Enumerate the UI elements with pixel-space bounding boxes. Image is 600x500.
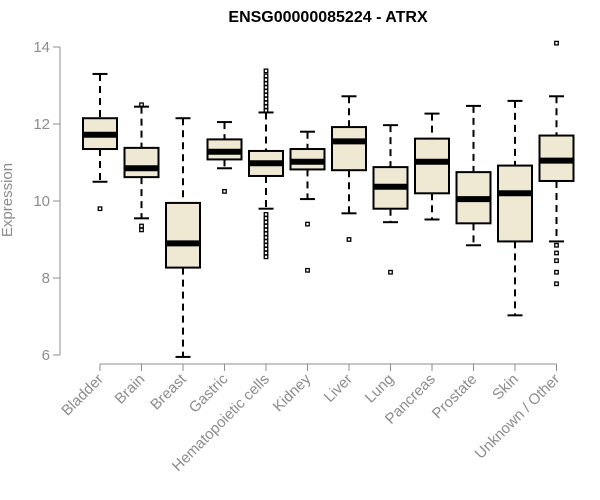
outlier-point — [263, 239, 269, 244]
outlier-point — [263, 231, 269, 237]
outlier-point — [263, 81, 269, 86]
box-gastric — [206, 121, 243, 194]
outlier-point — [554, 242, 559, 248]
box-hematopoietic-cells — [248, 68, 284, 260]
outlier-point — [263, 227, 269, 233]
x-tick-label: Skin — [489, 371, 522, 404]
box-prostate — [455, 104, 492, 247]
outlier-point — [263, 242, 269, 248]
box-kidney — [289, 130, 326, 273]
outlier-point — [263, 212, 269, 217]
x-tick-label: Bladder — [58, 371, 107, 420]
outlier-point — [139, 102, 144, 108]
outlier-point — [263, 92, 269, 98]
outlier-point — [305, 221, 310, 227]
y-axis: 6 8 10 12 14 — [33, 39, 61, 364]
outlier-point — [263, 96, 269, 102]
box-lung — [372, 124, 409, 275]
box-breast — [165, 117, 201, 358]
outlier-point — [554, 250, 559, 256]
outlier-point — [263, 223, 269, 229]
outlier-point — [554, 258, 559, 264]
box-pancreas — [414, 112, 450, 221]
outlier-point — [263, 254, 269, 260]
y-axis-label: Expression — [0, 163, 16, 237]
box-bladder — [82, 72, 118, 212]
outlier-point — [263, 88, 269, 94]
outlier-point — [263, 85, 269, 90]
box-iqr — [414, 137, 450, 195]
outlier-point — [139, 223, 144, 229]
outlier-point — [263, 77, 269, 83]
x-tick-label: Brain — [112, 371, 149, 408]
outlier-point — [97, 206, 103, 212]
y-tick-label: 14 — [33, 39, 50, 56]
outlier-point — [263, 219, 269, 225]
chart-title: ENSG00000085224 - ATRX — [228, 9, 428, 26]
outlier-point — [222, 188, 227, 194]
x-tick-label: Breast — [147, 370, 190, 413]
outlier-point — [388, 269, 393, 275]
outlier-point — [263, 215, 269, 221]
outlier-point — [263, 108, 269, 113]
box-iqr — [165, 201, 201, 269]
outlier-point — [139, 227, 144, 233]
x-tick-label: Liver — [321, 371, 356, 406]
box-brain — [123, 102, 160, 233]
outlier-point — [554, 269, 559, 275]
y-tick-label: 10 — [33, 193, 50, 210]
outlier-point — [554, 40, 559, 46]
x-tick-label: Lung — [362, 371, 398, 407]
box-skin — [497, 99, 533, 317]
outlier-point — [263, 68, 269, 74]
outlier-point — [263, 250, 269, 256]
plot-area — [82, 40, 575, 358]
box-liver — [331, 95, 367, 242]
box-iqr — [331, 126, 367, 172]
outlier-point — [263, 235, 269, 240]
box-iqr — [497, 164, 533, 243]
x-tick-label: Kidney — [270, 370, 315, 415]
outlier-point — [263, 73, 269, 79]
outlier-point — [263, 100, 269, 106]
y-tick-label: 12 — [33, 116, 50, 133]
outlier-point — [346, 237, 352, 242]
box-iqr — [123, 146, 160, 179]
y-tick-label: 8 — [42, 270, 50, 287]
outlier-point — [305, 267, 310, 273]
box-unknown-other — [538, 40, 575, 287]
outlier-point — [263, 104, 269, 110]
y-tick-label: 6 — [42, 347, 50, 364]
x-tick-label: Prostate — [429, 371, 481, 423]
outlier-point — [263, 246, 269, 252]
outlier-point — [554, 281, 559, 287]
